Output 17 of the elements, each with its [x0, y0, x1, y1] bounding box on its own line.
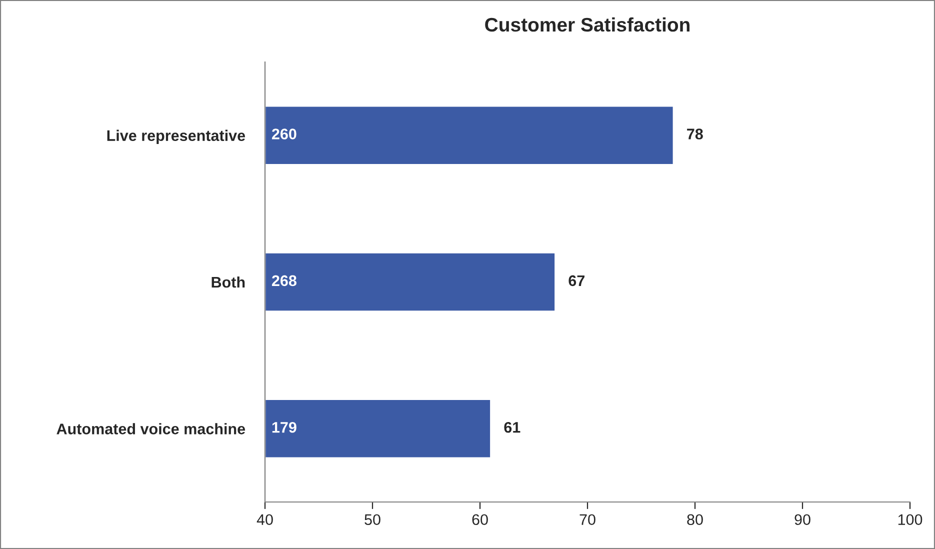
- x-tick-label: 40: [256, 514, 273, 526]
- x-tick-label: 100: [898, 514, 922, 526]
- x-tick-label: 50: [364, 514, 380, 526]
- data-label: 78: [687, 128, 703, 140]
- annotation: 179: [272, 422, 296, 433]
- x-tick-label: 60: [472, 514, 488, 526]
- data-label: 67: [568, 275, 584, 286]
- data-label: 61: [504, 422, 520, 433]
- annotation: 260: [272, 128, 296, 140]
- y-tick-label: Both: [212, 276, 245, 288]
- x-tick-label: 70: [580, 514, 596, 526]
- y-tick-label: Automated voice machine: [56, 423, 246, 434]
- y-tick-label: Live representative: [107, 130, 246, 144]
- x-tick-label: 80: [687, 514, 703, 526]
- chart-title: Customer Satisfaction: [485, 17, 690, 32]
- x-tick-label: 90: [794, 514, 810, 526]
- annotation: 268: [272, 275, 296, 286]
